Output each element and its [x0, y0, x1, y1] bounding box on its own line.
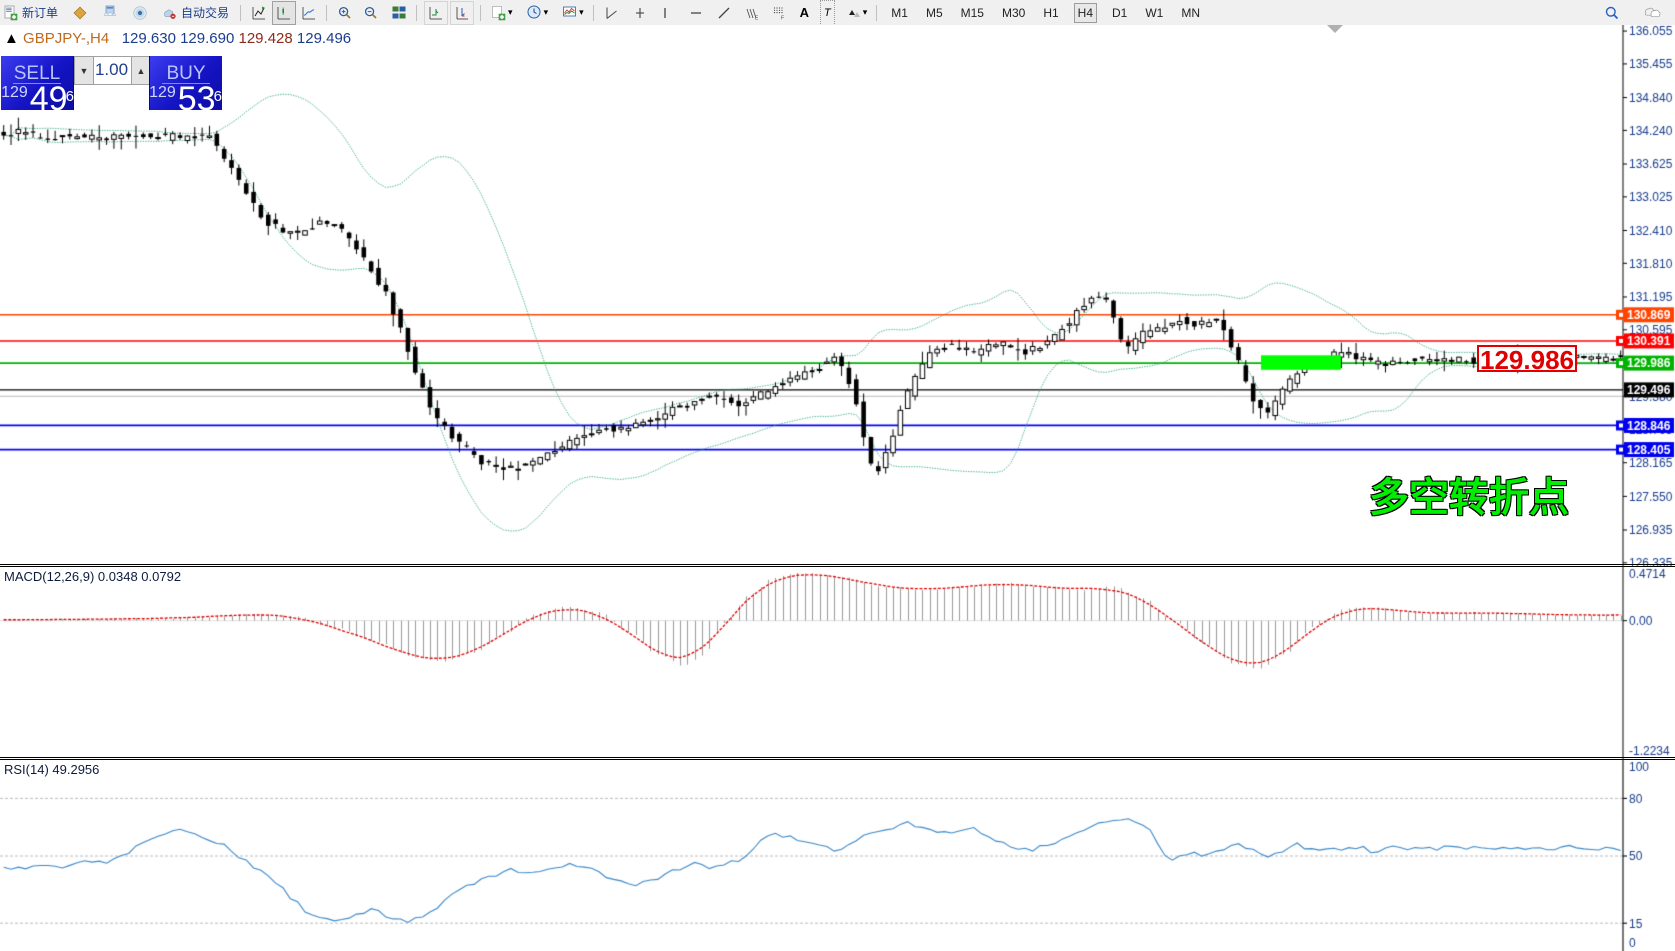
svg-text:F: F [781, 15, 784, 21]
svg-text:E: E [755, 15, 759, 21]
